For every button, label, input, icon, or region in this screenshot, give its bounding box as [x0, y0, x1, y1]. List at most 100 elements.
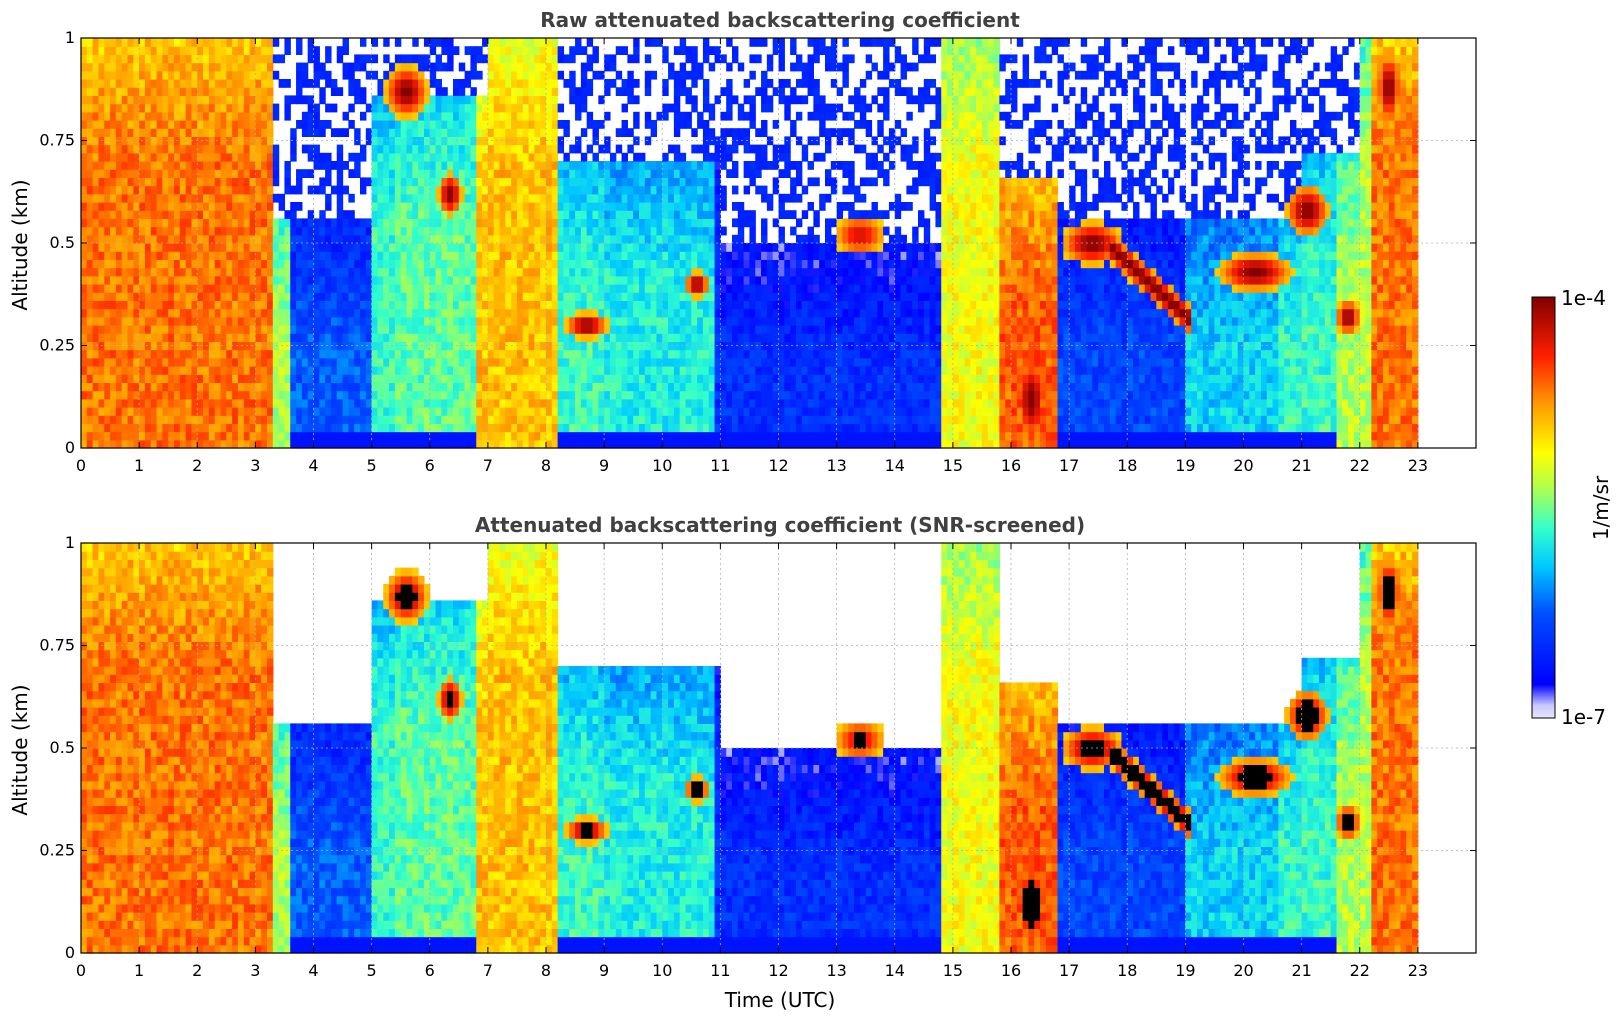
heatmap-cell: [511, 439, 518, 449]
heatmap-cell: [243, 185, 251, 195]
heatmap-cell: [627, 382, 634, 392]
heatmap-cell: [115, 169, 123, 178]
heatmap-cell: [673, 243, 681, 252]
heatmap-cell: [406, 366, 413, 375]
heatmap-cell: [162, 357, 169, 367]
heatmap-cell: [261, 275, 268, 285]
heatmap-cell: [319, 431, 326, 441]
heatmap-cell: [307, 308, 315, 318]
heatmap-cell: [627, 259, 634, 269]
heatmap-cell: [453, 259, 460, 269]
heatmap-cell: [546, 423, 553, 433]
heatmap-cell: [81, 398, 88, 408]
heatmap-cell: [662, 193, 669, 203]
heatmap-cell: [92, 128, 100, 137]
heatmap-cell: [418, 62, 425, 72]
heatmap-cell: [464, 284, 472, 293]
heatmap-cell: [557, 120, 565, 129]
heatmap-cell: [203, 185, 210, 195]
heatmap-cell: [110, 243, 117, 252]
heatmap-cell: [243, 226, 251, 236]
heatmap-cell: [615, 218, 623, 228]
heatmap-cell: [423, 226, 431, 236]
heatmap-cell: [313, 333, 320, 342]
heatmap-cell: [499, 243, 506, 252]
heatmap-cell: [429, 382, 437, 392]
heatmap-cell: [330, 161, 338, 170]
heatmap-cell: [406, 267, 413, 277]
heatmap-cell: [662, 275, 669, 285]
heatmap-cell: [174, 144, 181, 154]
heatmap-cell: [575, 161, 582, 170]
heatmap-cell: [81, 300, 88, 310]
heatmap-cell: [470, 275, 477, 285]
heatmap-cell: [487, 193, 495, 203]
heatmap-cell: [505, 439, 512, 449]
heatmap-cell: [115, 193, 123, 203]
heatmap-cell: [534, 325, 541, 334]
heatmap-cell: [691, 226, 698, 236]
heatmap-cell: [453, 202, 460, 211]
heatmap-cell: [98, 415, 105, 424]
heatmap-cell: [354, 407, 361, 416]
heatmap-cell: [389, 144, 396, 154]
heatmap-cell: [354, 275, 361, 285]
heatmap-cell: [412, 226, 419, 236]
heatmap-cell: [394, 415, 402, 424]
heatmap-cell: [150, 325, 158, 334]
heatmap-cell: [633, 161, 640, 170]
heatmap-cell: [98, 366, 105, 375]
heatmap-cell: [191, 423, 198, 433]
heatmap-cell: [110, 431, 117, 441]
heatmap-cell: [668, 308, 675, 318]
heatmap-cell: [522, 374, 530, 383]
heatmap-cell: [371, 243, 379, 252]
heatmap-cell: [668, 415, 675, 424]
heatmap-cell: [162, 300, 169, 310]
heatmap-cell: [487, 62, 495, 72]
heatmap-cell: [406, 226, 413, 236]
heatmap-cell: [127, 349, 134, 359]
heatmap-cell: [505, 284, 512, 293]
heatmap-cell: [609, 390, 617, 400]
heatmap-cell: [144, 202, 152, 211]
heatmap-cell: [389, 366, 396, 375]
heatmap-cell: [197, 226, 204, 236]
heatmap-cell: [191, 120, 198, 129]
heatmap-cell: [174, 251, 181, 260]
heatmap-cell: [348, 333, 355, 342]
heatmap-cell: [162, 366, 169, 375]
heatmap-cell: [499, 407, 506, 416]
heatmap-cell: [621, 316, 628, 326]
heatmap-cell: [621, 439, 628, 449]
heatmap-cell: [86, 38, 94, 47]
heatmap-cell: [179, 308, 187, 318]
heatmap-cell: [464, 366, 472, 375]
heatmap-cell: [301, 259, 309, 269]
heatmap-cell: [144, 218, 152, 228]
heatmap-cell: [133, 234, 140, 244]
heatmap-cell: [267, 267, 274, 277]
heatmap-cell: [604, 316, 611, 326]
heatmap-cell: [522, 407, 530, 416]
heatmap-cell: [98, 202, 105, 211]
heatmap-cell: [423, 202, 431, 211]
heatmap-cell: [580, 259, 588, 269]
heatmap-cell: [365, 390, 373, 400]
heatmap-cell: [336, 169, 344, 178]
heatmap-cell: [389, 70, 396, 80]
heatmap-cell: [586, 202, 594, 211]
heatmap-cell: [470, 128, 477, 137]
heatmap-cell: [551, 333, 559, 342]
heatmap-cell: [435, 161, 442, 170]
heatmap-cell: [115, 234, 123, 244]
heatmap-cell: [482, 439, 489, 449]
heatmap-cell: [621, 46, 628, 55]
heatmap-cell: [522, 341, 530, 351]
heatmap-cell: [191, 111, 198, 121]
heatmap-cell: [179, 251, 187, 260]
heatmap-cell: [534, 210, 541, 219]
heatmap-cell: [702, 308, 710, 318]
heatmap-cell: [441, 325, 448, 334]
heatmap-cell: [627, 374, 634, 383]
